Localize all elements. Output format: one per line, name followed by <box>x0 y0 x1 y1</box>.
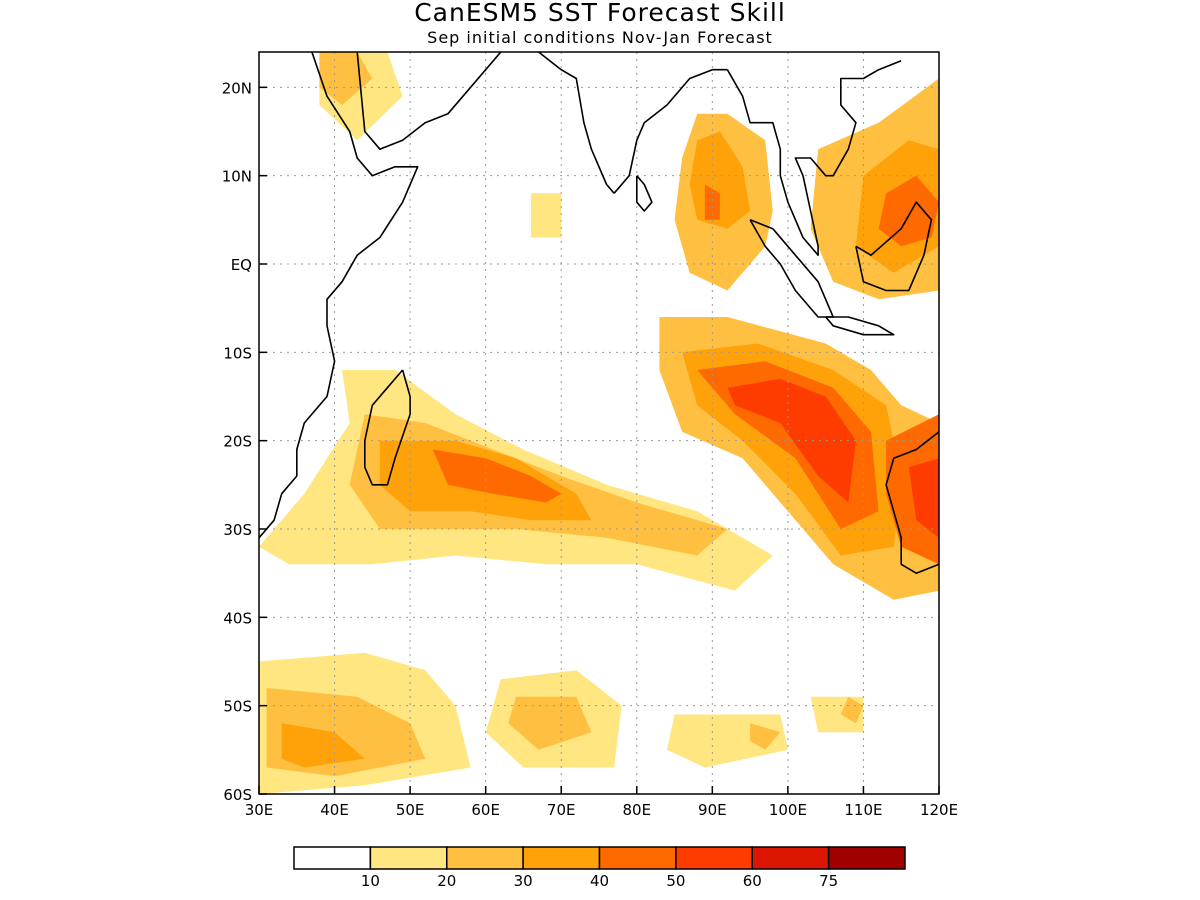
coastline-madagascar <box>363 369 411 486</box>
colorbar-label: 20 <box>437 872 456 890</box>
colorbar-swatch <box>675 846 753 870</box>
lat-tick-label: 10S <box>223 344 252 362</box>
lon-tick-label: 40E <box>320 801 349 819</box>
colorbar-label: 30 <box>514 872 533 890</box>
lon-tick-label: 70E <box>547 801 576 819</box>
skill-region-australia-west-core <box>908 458 939 538</box>
chart-subtitle: Sep initial conditions Nov-Jan Forecast <box>427 28 773 47</box>
colorbar-swatch <box>751 846 830 870</box>
colorbar-swatch <box>598 846 677 870</box>
lon-tick-label: 110E <box>844 801 882 819</box>
colorbar-swatch <box>369 846 448 870</box>
coastline-australia-west <box>885 431 939 575</box>
coastline-india-east <box>613 68 728 194</box>
colorbar-label: 40 <box>590 872 609 890</box>
colorbar-label: 75 <box>819 872 838 890</box>
coastline-india-west <box>538 52 615 194</box>
lat-tick-label: 40S <box>223 609 252 627</box>
lat-tick-label: 60S <box>223 786 252 804</box>
coastlines <box>259 52 939 575</box>
colorbar-swatch <box>827 846 906 870</box>
colorbar-label: 10 <box>361 872 380 890</box>
skill-region-east-indian-ocean-max <box>727 378 856 503</box>
lon-tick-label: 100E <box>769 801 807 819</box>
lat-tick-label: 20N <box>222 79 252 97</box>
skill-region-central-spot <box>531 193 562 238</box>
map-axes: 30E 40E 50E 60E 70E 80E 90E 100E 110E 120E 20N 10N E… <box>222 79 958 819</box>
lon-tick-label: 90E <box>698 801 727 819</box>
coastline-borneo <box>855 201 933 292</box>
coastline-sri-lanka <box>635 175 653 212</box>
lat-tick-label: 20S <box>223 433 252 451</box>
skill-region-southern-ocean-west-inner <box>281 723 365 768</box>
colorbar-swatch <box>522 846 601 870</box>
colorbar-label: 60 <box>743 872 762 890</box>
colorbar-swatch <box>293 846 372 870</box>
skill-region-southern-ocean-far-east-core <box>840 696 864 724</box>
coastline-indochina <box>726 60 902 256</box>
lat-tick-label: EQ <box>231 256 252 274</box>
skill-region-subtropical-band-max <box>432 449 562 503</box>
colorbar-swatch <box>446 846 524 870</box>
lat-tick-label: 30S <box>223 521 252 539</box>
chart-title: CanESM5 SST Forecast Skill <box>414 0 786 27</box>
lon-tick-label: 80E <box>622 801 651 819</box>
lat-tick-label: 10N <box>222 168 252 186</box>
colorbar: 10 20 30 40 50 60 75 <box>293 846 906 890</box>
lon-tick-label: 60E <box>471 801 500 819</box>
lon-tick-label: 50E <box>396 801 425 819</box>
lat-tick-label: 50S <box>223 698 252 716</box>
skill-region-bay-of-bengal-spot <box>704 184 720 220</box>
lon-tick-label: 120E <box>920 801 958 819</box>
colorbar-label: 50 <box>666 872 685 890</box>
coastline-arabian-peninsula <box>356 52 502 150</box>
skill-region-southern-ocean-east-core <box>750 723 781 750</box>
skill-region-south-china-sea-inner <box>878 175 939 247</box>
coastline-africa-east-coast <box>259 52 419 539</box>
coastline-sumatra <box>749 219 835 318</box>
map-frame <box>258 51 940 795</box>
skill-region-southern-ocean-central-core <box>508 696 592 750</box>
lon-tick-label: 30E <box>245 801 274 819</box>
coastline-java <box>825 316 895 336</box>
